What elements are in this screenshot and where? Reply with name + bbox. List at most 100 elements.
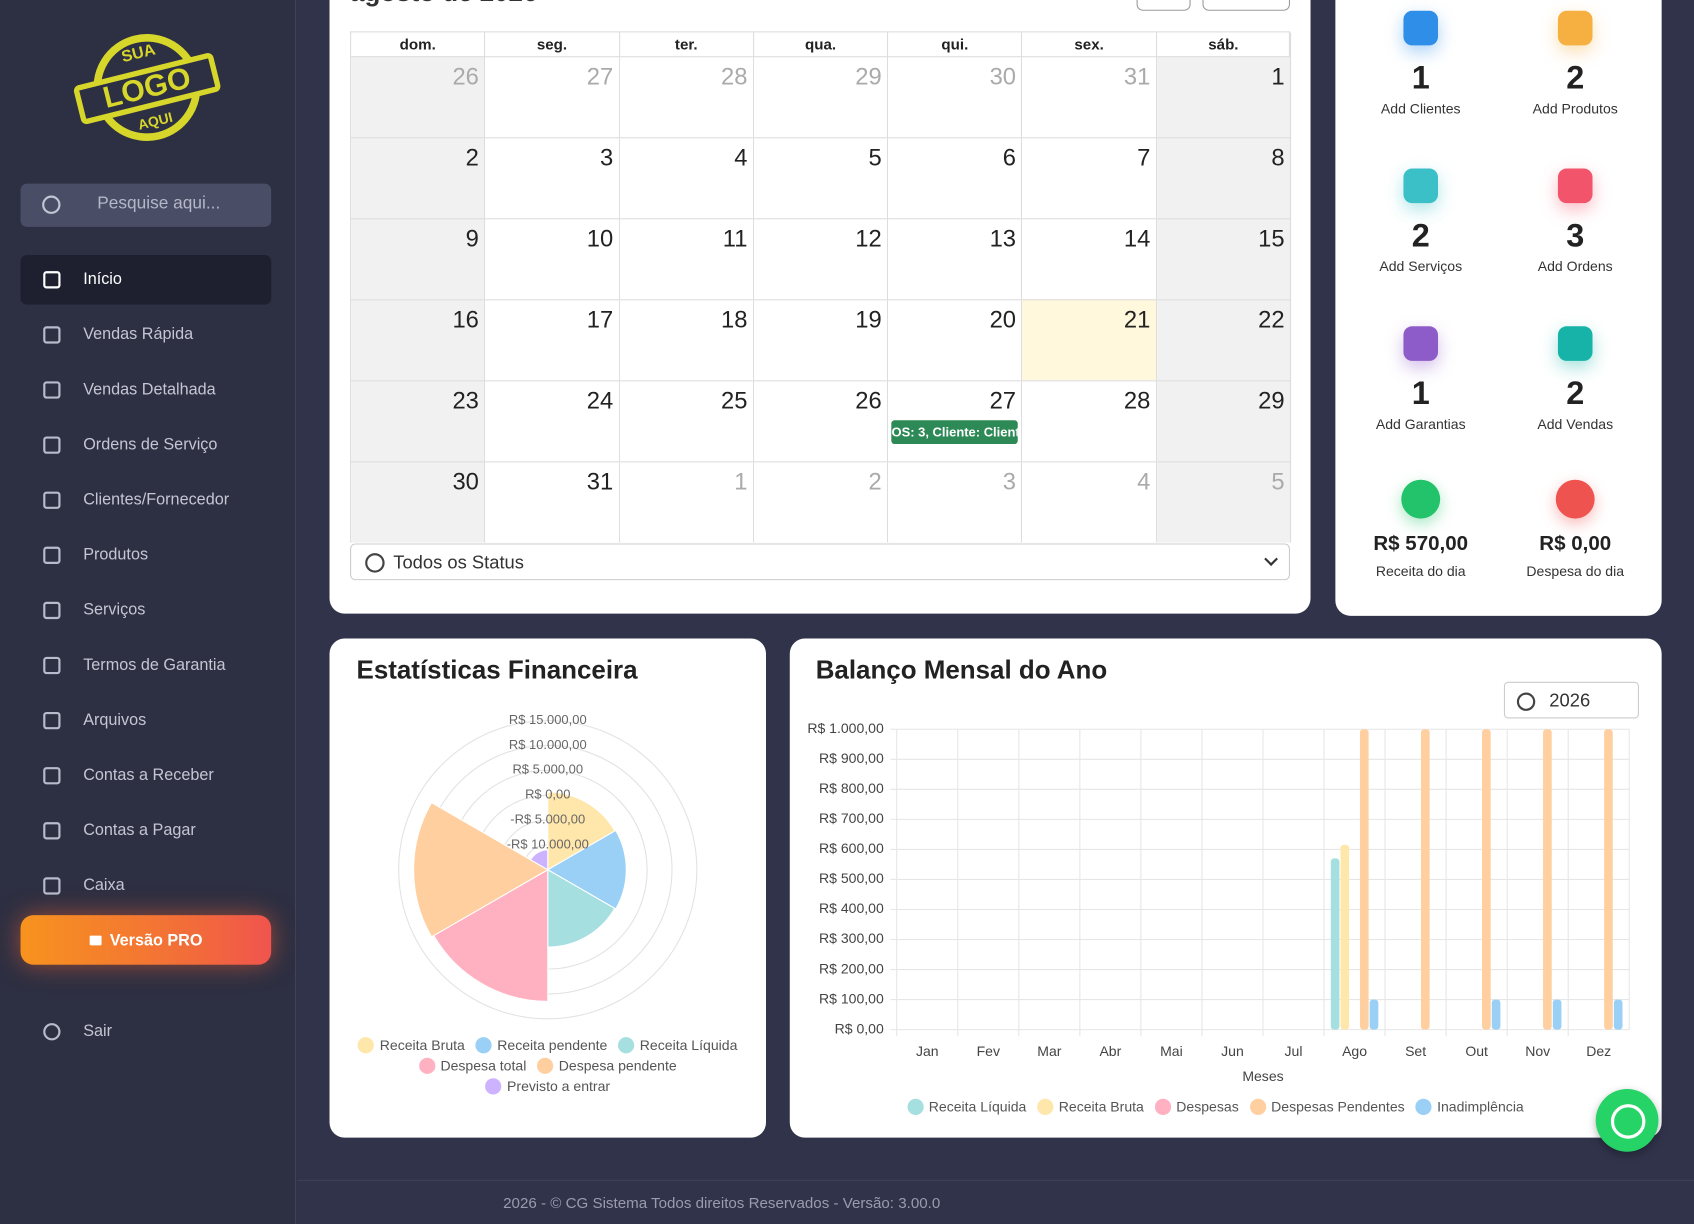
day-cell[interactable]: 18	[619, 299, 754, 381]
year-filter[interactable]: 2026	[1503, 681, 1639, 719]
day-cell[interactable]: 16	[351, 299, 486, 381]
menu-item[interactable]: Arquivos	[21, 696, 272, 746]
menu-item[interactable]: Contas a Pagar	[21, 806, 272, 856]
day-cell[interactable]: 1	[619, 461, 754, 543]
day-number: 2	[868, 467, 882, 495]
shortcut[interactable]: 2 Add Serviços	[1351, 160, 1491, 284]
day-cell[interactable]: 30	[888, 56, 1023, 138]
day-cell[interactable]: 2	[753, 461, 889, 543]
day-cell[interactable]: 27	[485, 56, 620, 138]
shortcut[interactable]: 3 Add Ordens	[1505, 160, 1645, 284]
day-cell[interactable]: 28	[619, 56, 754, 138]
day-cell[interactable]: 30	[351, 461, 486, 543]
calendar-event[interactable]: OS: 3, Cliente: Cliente	[891, 420, 1018, 445]
day-cell[interactable]: 17	[485, 299, 620, 381]
legend-item[interactable]: Receita Bruta	[358, 1037, 465, 1054]
legend-item[interactable]: Despesas	[1154, 1098, 1239, 1115]
shortcut-icon	[1557, 326, 1593, 361]
menu-item[interactable]: Termos de Garantia	[21, 641, 272, 691]
day-cell[interactable]: 9	[351, 218, 486, 300]
day-cell[interactable]: 1	[1156, 56, 1292, 138]
day-cell[interactable]: 3	[485, 137, 620, 219]
day-cell[interactable]: 26	[753, 380, 889, 462]
legend-item[interactable]: Receita Líquida	[907, 1098, 1026, 1115]
whatsapp-button[interactable]	[1595, 1089, 1659, 1152]
status-filter[interactable]: Todos os Status	[350, 543, 1290, 581]
nav-button[interactable]	[1202, 0, 1290, 11]
day-cell[interactable]: 15	[1156, 218, 1292, 300]
day-number: 27	[586, 62, 614, 90]
day-cell[interactable]: 27 OS: 3, Cliente: Cliente	[888, 380, 1023, 462]
legend-item[interactable]: Despesas Pendentes	[1249, 1098, 1405, 1115]
legend-item[interactable]: Despesa pendente	[537, 1057, 677, 1074]
shortcut-count: 2	[1411, 218, 1430, 254]
weekday-label: sáb.	[1157, 32, 1292, 57]
day-cell[interactable]: 3	[888, 461, 1023, 543]
day-cell[interactable]: 8	[1156, 137, 1292, 219]
legend-swatch	[418, 1057, 436, 1074]
day-cell[interactable]: 22	[1156, 299, 1292, 381]
day-cell[interactable]: 21	[1022, 299, 1157, 381]
day-cell[interactable]: 4	[619, 137, 754, 219]
day-cell[interactable]: 7	[1022, 137, 1157, 219]
shortcut-label: Add Serviços	[1379, 258, 1463, 275]
day-cell[interactable]: 14	[1022, 218, 1157, 300]
menu-item[interactable]: Clientes/Fornecedor	[21, 475, 272, 525]
day-number: 9	[465, 224, 479, 252]
menu-item[interactable]: Serviços	[21, 586, 272, 636]
menu-item[interactable]: Início	[20, 254, 272, 305]
day-cell[interactable]: 20	[888, 299, 1023, 381]
day-cell[interactable]: 6	[888, 137, 1023, 219]
legend-item[interactable]: Despesa total	[418, 1057, 526, 1074]
day-cell[interactable]: 2	[351, 137, 486, 219]
menu-label: Produtos	[83, 545, 149, 564]
day-cell[interactable]: 28	[1022, 380, 1157, 462]
shortcut[interactable]: 1 Add Clientes	[1351, 2, 1491, 126]
day-cell[interactable]: 26	[351, 56, 486, 138]
shortcut[interactable]: 1 Add Garantias	[1351, 318, 1491, 442]
pro-button[interactable]: Versão PRO	[20, 915, 272, 965]
shortcut[interactable]: 2 Add Vendas	[1505, 318, 1645, 442]
day-cell[interactable]: 29	[1156, 380, 1292, 462]
day-cell[interactable]: 23	[351, 380, 486, 462]
day-cell[interactable]: 5	[1156, 461, 1292, 543]
legend-item[interactable]: Receita pendente	[475, 1037, 607, 1054]
day-cell[interactable]: 10	[485, 218, 620, 300]
day-cell[interactable]: 4	[1022, 461, 1157, 543]
day-cell[interactable]: 13	[888, 218, 1023, 300]
day-cell[interactable]: 24	[485, 380, 620, 462]
menu-item[interactable]: Caixa	[21, 861, 272, 911]
legend-item[interactable]: Receita Líquida	[618, 1037, 737, 1054]
menu-item[interactable]: Ordens de Serviço	[21, 420, 272, 470]
day-number: 25	[721, 386, 748, 414]
day-cell[interactable]: 31	[1022, 56, 1157, 138]
shortcut-icon	[1403, 10, 1439, 46]
search-box[interactable]: Pesquise aqui...	[20, 183, 272, 227]
legend-item[interactable]: Previsto a entrar	[485, 1078, 610, 1095]
legend-label: Inadimplência	[1437, 1098, 1524, 1115]
day-cell[interactable]: 19	[753, 299, 889, 381]
day-cell[interactable]: 31	[485, 461, 620, 543]
logo[interactable]: SUA LOGO AQUI	[73, 30, 221, 145]
menu-item[interactable]: Vendas Rápida	[21, 310, 272, 360]
day-cell[interactable]: 5	[753, 137, 889, 219]
day-cell[interactable]: 29	[753, 56, 889, 138]
menu-item[interactable]: Contas a Receber	[21, 751, 272, 801]
day-number: 23	[452, 386, 479, 414]
icon	[43, 381, 61, 399]
day-cell[interactable]: 11	[619, 218, 754, 300]
search-placeholder: Pesquise aqui...	[97, 194, 221, 213]
day-cell[interactable]: 25	[619, 380, 754, 462]
day-number: 22	[1258, 305, 1285, 333]
day-cell[interactable]: 12	[753, 218, 889, 300]
nav-button[interactable]	[1136, 0, 1191, 11]
shortcut[interactable]: 2 Add Produtos	[1505, 2, 1645, 126]
legend-item[interactable]: Receita Bruta	[1037, 1098, 1144, 1115]
day-number: 4	[1137, 467, 1151, 495]
legend-item[interactable]: Inadimplência	[1415, 1098, 1524, 1115]
icon	[43, 656, 61, 675]
logout[interactable]: Sair	[21, 1008, 272, 1056]
logout-icon	[43, 1023, 61, 1041]
menu-item[interactable]: Produtos	[21, 530, 272, 580]
menu-item[interactable]: Vendas Detalhada	[21, 365, 272, 415]
